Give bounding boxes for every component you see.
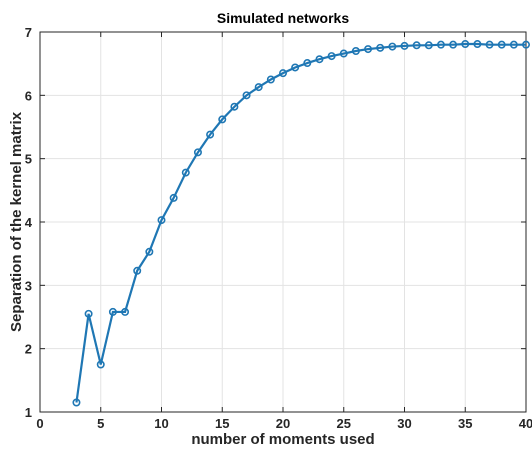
data-point: [497, 40, 506, 49]
data-point: [157, 216, 166, 225]
y-tick-label: 1: [25, 405, 32, 420]
series-line: [75, 42, 526, 403]
data-point: [461, 40, 470, 49]
data-point: [72, 398, 81, 407]
data-point: [230, 102, 239, 111]
data-point: [509, 40, 518, 49]
data-point: [424, 41, 433, 50]
data-point: [339, 49, 348, 58]
data-point: [242, 91, 251, 100]
data-point: [181, 168, 190, 177]
y-tick-label: 5: [25, 152, 32, 167]
y-tick-labels: 1 2 3 4 5 6 7: [25, 25, 33, 420]
data-point: [133, 266, 142, 275]
data-point: [108, 307, 117, 316]
data-point: [473, 40, 482, 49]
data-point: [193, 148, 202, 157]
axis-ticks: [39, 31, 527, 413]
x-tick-label: 0: [36, 416, 43, 431]
data-point: [278, 69, 287, 78]
data-point: [266, 75, 275, 84]
data-point: [485, 40, 494, 49]
x-tick-label: 30: [397, 416, 411, 431]
y-tick-label: 6: [25, 88, 32, 103]
grid: [39, 31, 527, 413]
data-point: [351, 46, 360, 55]
series-markers: [72, 40, 530, 407]
data-point: [436, 40, 445, 49]
data-point: [121, 307, 130, 316]
chart-title: Simulated networks: [217, 10, 349, 26]
y-tick-label: 3: [25, 278, 32, 293]
data-point: [145, 247, 154, 256]
x-tick-label: 25: [337, 416, 351, 431]
data-point: [96, 360, 105, 369]
y-axis-label: Separation of the kernel matrix: [8, 111, 25, 332]
data-point: [364, 45, 373, 54]
x-tick-label: 40: [519, 416, 532, 431]
data-point: [449, 40, 458, 49]
data-point: [206, 130, 215, 139]
x-tick-label: 5: [97, 416, 104, 431]
data-point: [169, 193, 178, 202]
y-tick-label: 2: [25, 342, 32, 357]
data-point: [412, 41, 421, 50]
y-tick-label: 4: [25, 215, 33, 230]
x-tick-label: 15: [215, 416, 229, 431]
data-point: [315, 55, 324, 64]
data-point: [400, 41, 409, 50]
x-tick-label: 10: [154, 416, 168, 431]
x-tick-label: 20: [276, 416, 290, 431]
data-point: [254, 83, 263, 92]
data-point: [218, 115, 227, 124]
data-point: [327, 52, 336, 61]
x-axis-label: number of moments used: [191, 431, 374, 448]
data-point: [388, 42, 397, 51]
data-point: [291, 63, 300, 72]
x-tick-labels: 0 5 10 15 20 25 30 35 40: [36, 416, 532, 431]
x-tick-label: 35: [458, 416, 472, 431]
data-point: [521, 40, 530, 49]
data-point: [376, 43, 385, 52]
y-tick-label: 7: [25, 25, 32, 40]
data-point: [84, 309, 93, 318]
data-point: [303, 59, 312, 68]
